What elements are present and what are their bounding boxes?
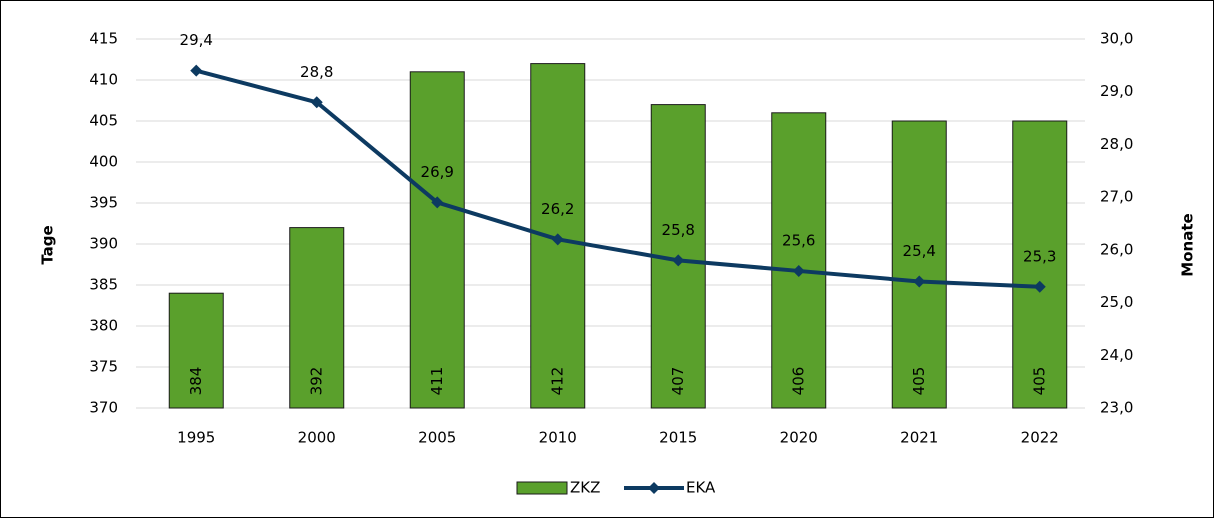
y2-tick-label: 30,0 [1100, 30, 1133, 48]
line-value-label: 26,9 [421, 163, 454, 181]
line-value-label: 25,4 [903, 242, 936, 260]
y2-tick-label: 28,0 [1100, 135, 1133, 153]
line-marker [672, 254, 685, 267]
y-tick-label: 410 [89, 71, 118, 89]
line-value-label: 26,2 [541, 200, 574, 218]
line [195, 68, 1040, 289]
x-tick-label: 1995 [177, 429, 215, 447]
x-tick-label: 2010 [539, 429, 577, 447]
x-tick-label: 2005 [418, 429, 456, 447]
y-tick-label: 415 [89, 30, 118, 48]
y-tick-label: 370 [89, 399, 118, 417]
y-axis-label: Tage [39, 225, 57, 264]
bar [771, 112, 827, 409]
line-value-label: 29,4 [180, 31, 213, 49]
x-tick-label: 2021 [900, 429, 938, 447]
x-tick-label: 2022 [1021, 429, 1059, 447]
bar [1012, 120, 1068, 409]
y2-tick-label: 27,0 [1100, 188, 1133, 206]
line-marker [1033, 280, 1046, 293]
bar [168, 292, 224, 409]
y2-tick-label: 24,0 [1100, 346, 1133, 364]
bar-value-label: 412 [548, 367, 566, 396]
bar-value-label: 405 [1030, 367, 1048, 396]
line-value-label: 25,3 [1023, 247, 1056, 265]
y-tick-label: 390 [89, 235, 118, 253]
y2-tick-label: 29,0 [1100, 82, 1133, 100]
y-tick-label: 385 [89, 276, 118, 294]
legend-swatch [516, 481, 568, 495]
x-tick-label: 2015 [659, 429, 697, 447]
y2-tick-label: 23,0 [1100, 399, 1133, 417]
line-marker [792, 264, 805, 277]
y2-tick-label: 26,0 [1100, 240, 1133, 258]
bar-value-label: 405 [910, 367, 928, 396]
legend-label: ZKZ [570, 479, 600, 497]
bar-value-label: 392 [307, 367, 325, 396]
y2-axis-label: Monate [1179, 213, 1197, 276]
y-tick-label: 400 [89, 153, 118, 171]
line-marker [310, 96, 323, 109]
y-tick-label: 375 [89, 358, 118, 376]
legend-label: EKA [686, 479, 716, 497]
y-tick-label: 380 [89, 317, 118, 335]
x-tick-label: 2000 [298, 429, 336, 447]
y2-tick-label: 25,0 [1100, 293, 1133, 311]
bar-value-label: 384 [187, 367, 205, 396]
line-marker [431, 196, 444, 209]
line-value-label: 25,6 [782, 231, 815, 249]
line-value-label: 25,8 [662, 221, 695, 239]
bar [891, 120, 947, 409]
legend-marker [648, 482, 660, 494]
line-marker [551, 233, 564, 246]
bar-value-label: 406 [789, 367, 807, 396]
line-marker [190, 64, 203, 77]
line-value-label: 28,8 [300, 63, 333, 81]
x-tick-label: 2020 [780, 429, 818, 447]
bar [409, 71, 465, 409]
y-tick-label: 395 [89, 194, 118, 212]
bar-value-label: 411 [428, 367, 446, 396]
bar [289, 227, 345, 409]
line-marker [913, 275, 926, 288]
bar-value-label: 407 [669, 367, 687, 396]
y-tick-label: 405 [89, 112, 118, 130]
